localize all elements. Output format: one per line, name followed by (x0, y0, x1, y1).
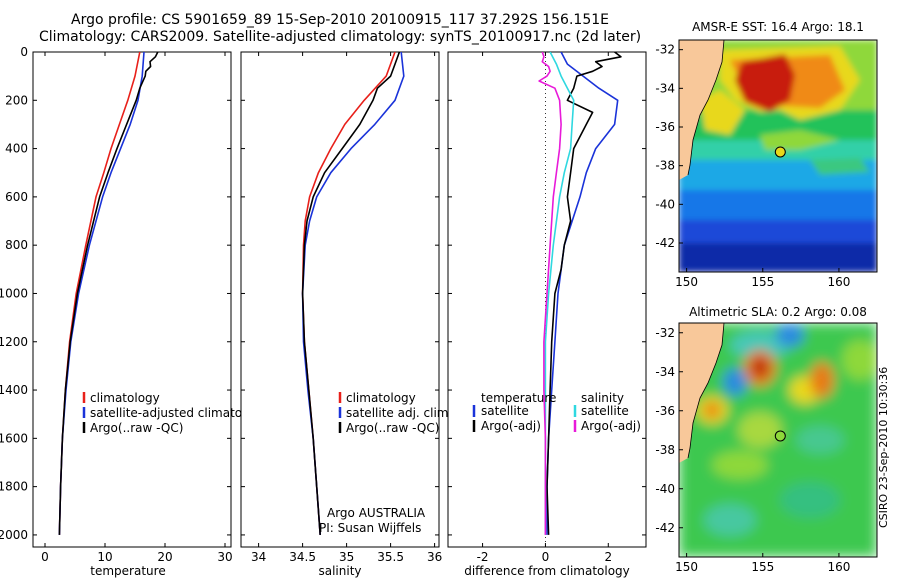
sla-map-frame (678, 322, 878, 558)
y-tick-label: 0 (20, 45, 28, 59)
sst-map-frame (678, 39, 878, 273)
y-tick-label: -32 (655, 43, 675, 57)
argo-position-marker (774, 146, 786, 158)
x-tick-label: 34 (251, 550, 266, 564)
x-tick-label: -2 (477, 550, 489, 564)
y-tick-label: -32 (655, 326, 675, 340)
x-tick-label: 160 (827, 560, 850, 574)
y-tick-label: 1800 (0, 480, 28, 494)
legend-label-temp-satellite: satellite (481, 404, 529, 418)
legend-label-satellite: satellite adj. clim. (346, 406, 452, 420)
x-tick-label: 30 (217, 550, 232, 564)
difference-panel: -2 0 2 difference from climatology tempera… (447, 51, 647, 578)
figure-title-line-2: Climatology: CARS2009. Satellite-adjuste… (38, 29, 642, 45)
y-tick-label: -40 (655, 197, 675, 211)
legend-title-salinity: salinity (581, 391, 624, 405)
sla-map-title: Altimetric SLA: 0.2 Argo: 0.08 (689, 305, 867, 319)
y-tick-label: -36 (655, 404, 675, 418)
coastline (687, 323, 725, 459)
y-tick-label: 1200 (0, 335, 28, 349)
y-tick-label: 1600 (0, 431, 28, 445)
y-tick-label: -34 (655, 365, 675, 379)
x-tick-label: 35.5 (377, 550, 404, 564)
pi-label: PI: Susan Wijffels (319, 521, 421, 535)
x-tick-label: 155 (751, 560, 774, 574)
x-tick-label: 10 (97, 550, 112, 564)
x-tick-label: 34.5 (289, 550, 316, 564)
x-tick-label: 35 (339, 550, 354, 564)
legend-label-sal-satellite: satellite (581, 404, 629, 418)
x-tick-label: 0 (542, 550, 550, 564)
x-tick-label: 155 (751, 275, 774, 289)
legend-label-climatology: climatology (346, 391, 416, 405)
difference-salinity-argo-adj-line (538, 52, 562, 535)
legend-label-argo: Argo(..raw -QC) (90, 421, 183, 435)
salinity-x-axis-label: salinity (318, 564, 361, 578)
x-tick-label: 150 (675, 560, 698, 574)
y-tick-label: -38 (655, 159, 675, 173)
sla-field (679, 323, 877, 557)
y-tick-label: 2000 (0, 528, 28, 542)
argo-program-label: Argo AUSTRALIA (327, 506, 426, 520)
legend-title-temperature: temperature (481, 391, 556, 405)
y-tick-label: 400 (5, 142, 28, 156)
sst-map-title: AMSR-E SST: 16.4 Argo: 18.1 (692, 20, 864, 34)
y-tick-label: -42 (655, 521, 675, 535)
difference-temperature-argo-adj-line (546, 52, 622, 535)
salinity-axes-frame (240, 51, 440, 548)
y-tick-label: -42 (655, 236, 675, 250)
temperature-x-axis-label: temperature (90, 564, 165, 578)
temperature-argo-raw-qc-line (58, 52, 159, 535)
x-tick-label: 36 (427, 550, 442, 564)
legend-label-sal-argo: Argo(-adj) (581, 419, 641, 433)
y-tick-label: 200 (5, 93, 28, 107)
legend-label-satellite-adjusted: satellite-adjusted climatology (90, 406, 268, 420)
sla-map-panel: Altimetric SLA: 0.2 Argo: 0.08 (655, 305, 878, 574)
land-mask (679, 40, 724, 180)
sst-map-panel: AMSR-E SST: 16.4 Argo: 18.1 150 155 16 (655, 20, 878, 289)
land-mask (679, 323, 724, 463)
x-tick-label: 2 (604, 550, 612, 564)
salinity-legend: climatology satellite adj. clim. Argo(..… (338, 391, 452, 435)
y-tick-label: -34 (655, 81, 675, 95)
x-tick-label: 160 (827, 275, 850, 289)
temperature-axes-frame (32, 51, 232, 548)
x-tick-label: 150 (675, 275, 698, 289)
legend-label-argo: Argo(..raw -QC) (346, 421, 439, 435)
temperature-legend: climatology satellite-adjusted climatolo… (82, 391, 268, 435)
y-tick-label: 1000 (0, 286, 28, 300)
x-tick-label: 20 (157, 550, 172, 564)
csiro-credit: CSIRO 23-Sep-2010 10:30:36 (877, 366, 890, 528)
x-tick-label: 0 (41, 550, 49, 564)
salinity-argo-raw-qc-line (301, 52, 401, 535)
temperature-panel: 0 10 20 30 0 200 400 600 800 1000 1200 1400 1600 1800… (0, 45, 268, 578)
argo-position-marker (774, 430, 786, 442)
y-tick-label: -38 (655, 443, 675, 457)
salinity-panel: 34 34.5 35 35.5 36 salinity climatology sate… (240, 51, 452, 578)
y-tick-label: 600 (5, 190, 28, 204)
y-tick-label: 800 (5, 238, 28, 252)
coastline (687, 40, 725, 176)
difference-legend: temperature satellite Argo(-adj) salinit… (472, 391, 641, 433)
legend-label-climatology: climatology (90, 391, 160, 405)
legend-label-temp-argo: Argo(-adj) (481, 419, 541, 433)
difference-x-axis-label: difference from climatology (464, 564, 630, 578)
y-tick-label: 1400 (0, 383, 28, 397)
y-tick-label: -36 (655, 120, 675, 134)
y-tick-label: -40 (655, 482, 675, 496)
figure-title-line-1: Argo profile: CS 5901659_89 15-Sep-2010 … (71, 12, 609, 28)
